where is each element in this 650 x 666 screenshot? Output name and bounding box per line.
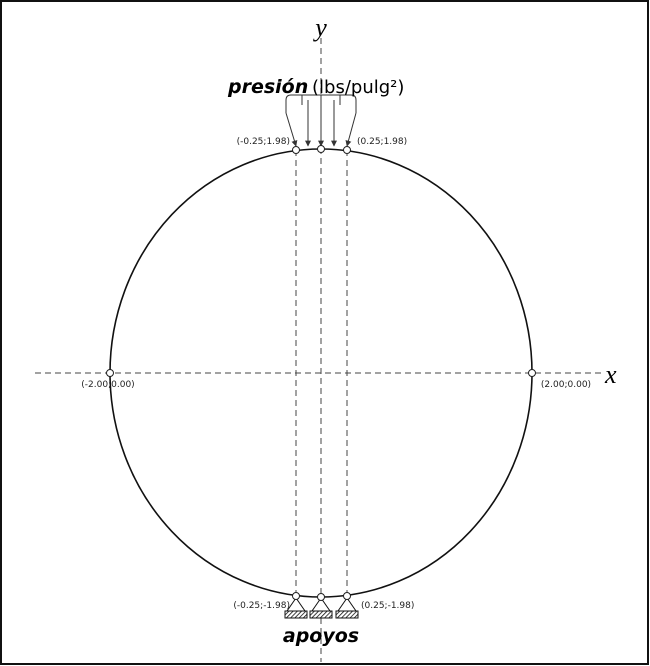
nodes	[106, 145, 536, 601]
point-label: (0.25;1.98)	[357, 137, 407, 147]
load-arrows	[285, 94, 357, 147]
point-label: (2.00;0.00)	[541, 380, 591, 390]
y-label: y	[312, 13, 327, 42]
x-label: x	[604, 360, 617, 389]
point-label: (-0.25;-1.98)	[233, 601, 290, 611]
point-label: (-2.00;0.00)	[81, 380, 134, 390]
supports-label: apoyos	[283, 625, 359, 647]
point-label: (-0.25;1.98)	[237, 137, 290, 147]
point-label: (0.25;-1.98)	[361, 601, 414, 611]
supports	[284, 597, 359, 619]
load-units: (lbs/pulg²)	[312, 77, 404, 98]
load-label: presión	[227, 76, 308, 98]
